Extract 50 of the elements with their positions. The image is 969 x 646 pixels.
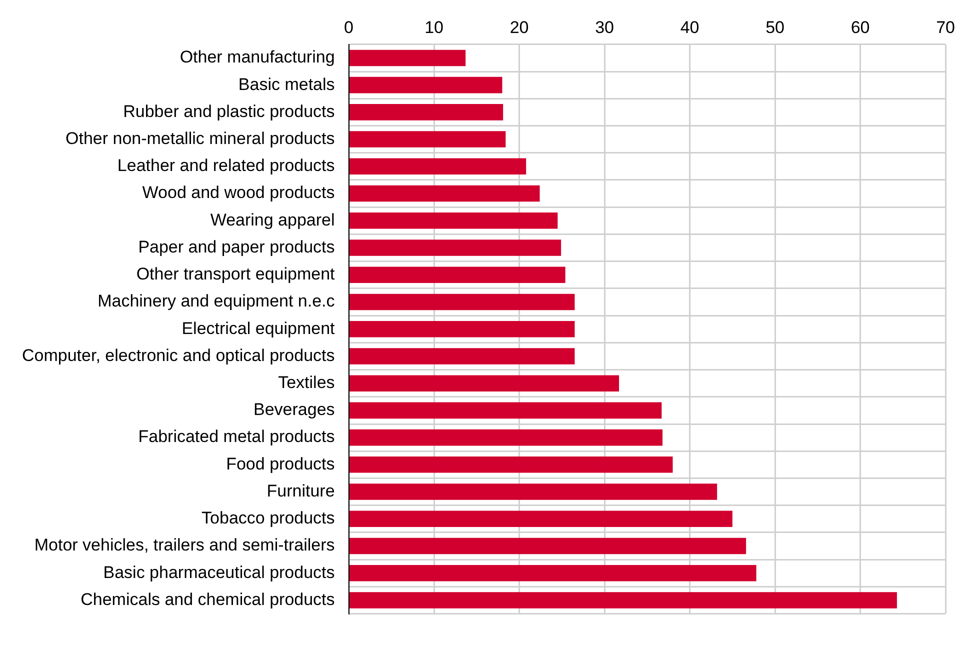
x-tick-label: 20 (510, 18, 529, 37)
bar (350, 538, 746, 554)
bar (350, 510, 732, 528)
bar (350, 348, 575, 364)
y-tick-label: Machinery and equipment n.e.c (98, 292, 336, 311)
bar (350, 484, 718, 500)
y-tick-label: Basic metals (238, 74, 335, 94)
bar (350, 240, 562, 256)
y-tick-label: Wearing apparel (210, 210, 335, 230)
y-tick-label: Other transport equipment (136, 264, 336, 284)
x-tick-label: 0 (344, 18, 354, 37)
y-tick-label: Tobacco products (202, 508, 335, 528)
y-tick-label: Chemicals and chemical products (80, 590, 335, 609)
y-tick-label: Paper and paper products (138, 237, 335, 256)
bar (350, 456, 673, 473)
x-tick-label: 40 (680, 18, 700, 37)
y-tick-label: Wood and wood products (142, 183, 335, 202)
x-tick-label: 10 (424, 18, 444, 37)
bar (350, 294, 575, 310)
y-tick-label: Electrical equipment (182, 318, 336, 338)
y-tick-label: Leather and related products (117, 156, 335, 176)
y-tick-label: Computer, electronic and optical products (22, 346, 335, 365)
bar (350, 564, 756, 582)
y-tick-label: Textiles (278, 373, 335, 392)
x-tick-label: 30 (595, 18, 614, 37)
x-tick-label: 70 (936, 18, 956, 37)
bar (350, 320, 575, 338)
y-tick-label: Other manufacturing (180, 48, 335, 67)
bar (350, 185, 540, 202)
y-tick-label: Beverages (254, 400, 335, 420)
x-tick-label: 50 (766, 18, 784, 37)
bar (350, 50, 466, 66)
bar (350, 266, 566, 284)
bar (350, 592, 897, 608)
y-tick-label: Other non-metallic mineral products (66, 128, 335, 148)
bar (350, 402, 662, 419)
y-tick-label: Furniture (266, 481, 335, 500)
x-tick-label: 60 (850, 18, 870, 37)
bar (350, 131, 506, 148)
bar (350, 212, 558, 229)
bar (350, 429, 663, 446)
bar (350, 76, 502, 94)
y-tick-label: Food products (226, 454, 335, 474)
bar (350, 104, 504, 120)
y-tick-label: Fabricated metal products (138, 427, 335, 446)
y-tick-label: Basic pharmaceutical products (103, 562, 335, 582)
y-tick-label: Rubber and plastic products (123, 102, 335, 121)
bar (350, 158, 526, 175)
bar (350, 375, 620, 392)
y-tick-label: Motor vehicles, trailers and semi-trailers (34, 536, 335, 555)
